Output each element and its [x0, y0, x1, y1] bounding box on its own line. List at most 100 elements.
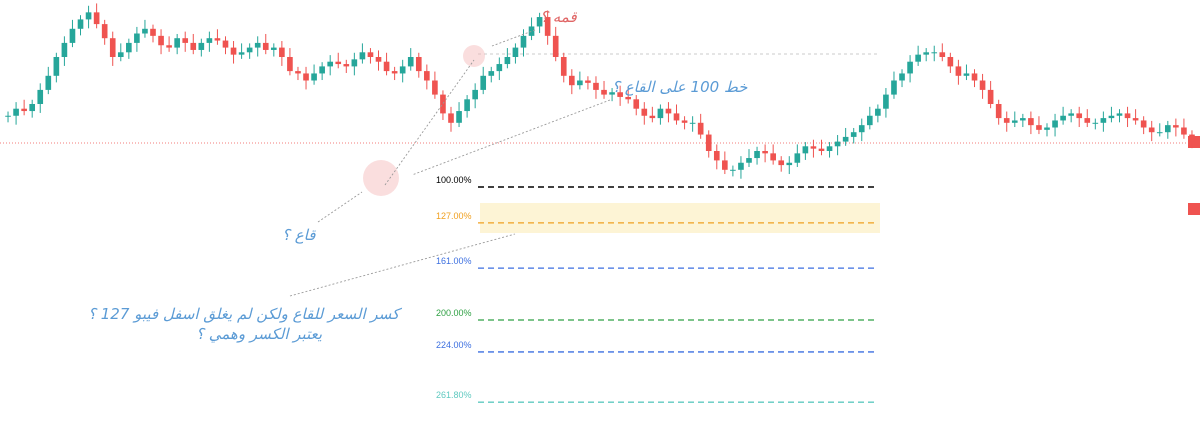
- candle-body: [1181, 127, 1187, 135]
- candle-body: [1076, 113, 1083, 119]
- candle-body: [1084, 118, 1091, 123]
- candle-body: [947, 57, 954, 67]
- candle-body: [673, 113, 680, 121]
- candle-body: [1173, 125, 1179, 128]
- candle-body: [568, 75, 575, 86]
- candle-body: [552, 35, 559, 57]
- candle-body: [1124, 113, 1131, 119]
- candle-body: [150, 28, 156, 36]
- candle-body: [5, 115, 11, 117]
- candle-body: [351, 59, 358, 67]
- swing-connector: [384, 59, 475, 186]
- candle-body: [45, 75, 52, 90]
- candle-body: [1044, 127, 1050, 130]
- candle-body: [21, 108, 27, 112]
- line100-annotation: خط 100 على القاع ؟: [612, 78, 748, 96]
- candle-body: [1116, 113, 1123, 116]
- candle-body: [657, 108, 664, 119]
- candle-body: [722, 160, 728, 170]
- candle-body: [544, 17, 551, 36]
- candle-body: [319, 66, 325, 74]
- candle-body: [174, 38, 180, 48]
- candle-body: [1132, 118, 1139, 121]
- break-annotation-line2: يعتبر الكسر وهمي ؟: [196, 325, 323, 343]
- candle-body: [738, 162, 744, 170]
- candle-body: [818, 148, 825, 151]
- candle-body: [1036, 125, 1042, 130]
- candle-body: [61, 42, 68, 57]
- candle-body: [585, 80, 591, 83]
- line100-pointer: [411, 99, 611, 176]
- candle-body: [29, 104, 36, 112]
- candle-body: [907, 61, 913, 74]
- candle-body: [13, 108, 19, 116]
- candle-body: [971, 73, 978, 81]
- candle-body: [359, 52, 366, 60]
- peak-pointer: [491, 29, 536, 47]
- candle-body: [85, 12, 92, 20]
- candle-body: [786, 162, 793, 166]
- candle-body: [504, 57, 511, 65]
- candle-body: [689, 122, 696, 124]
- fib-levels: 100.00% 127.00% 161.00% 200.00% 224.00% 261.8…: [436, 175, 876, 403]
- candle-body: [858, 125, 865, 133]
- candle-body: [609, 92, 615, 95]
- candle-body: [440, 94, 446, 114]
- candle-body: [866, 115, 873, 126]
- candle-body: [287, 57, 293, 72]
- peak-annotation: قمه ؟: [540, 8, 577, 26]
- candle-body: [69, 28, 76, 43]
- candle-body: [1140, 120, 1147, 128]
- candle-body: [875, 108, 881, 116]
- candle-body: [1189, 134, 1195, 142]
- candle-body: [915, 54, 921, 62]
- candle-body: [617, 92, 623, 97]
- candle-body: [979, 80, 986, 90]
- candle-body: [601, 89, 607, 95]
- candle-body: [528, 26, 535, 36]
- candle-body: [375, 57, 382, 62]
- candle-body: [955, 66, 962, 76]
- fib-label-127.00%: 127.00%: [436, 211, 472, 221]
- candle-body: [730, 169, 736, 171]
- candle-body: [842, 136, 849, 142]
- candle-body: [810, 146, 817, 149]
- candle-body: [279, 47, 285, 57]
- candle-body: [746, 158, 752, 163]
- candle-body: [424, 71, 430, 81]
- candle-body: [246, 47, 253, 53]
- fib-label-100.00%: 100.00%: [436, 175, 472, 185]
- candle-body: [142, 28, 148, 34]
- candle-body: [190, 42, 197, 50]
- candle-body: [182, 38, 189, 43]
- price-marker-2: [1188, 203, 1200, 215]
- candle-body: [134, 33, 140, 43]
- candle-body: [778, 160, 785, 166]
- fib-label-261.80%: 261.80%: [436, 390, 472, 400]
- candle-body: [311, 73, 317, 81]
- candle-body: [1052, 120, 1058, 128]
- candle-body: [963, 73, 970, 76]
- candle-body: [1011, 120, 1018, 123]
- candle-body: [126, 42, 132, 53]
- candle-body: [713, 151, 720, 161]
- candle-body: [270, 47, 277, 50]
- candle-body: [1156, 132, 1163, 134]
- candle-body: [560, 57, 567, 76]
- trough-pointer: [317, 191, 363, 223]
- candle-body: [415, 57, 422, 72]
- reference-lines: [0, 53, 1200, 215]
- candle-body: [891, 80, 897, 95]
- candles: [5, 3, 1195, 179]
- candle-body: [262, 42, 269, 50]
- candle-body: [577, 80, 583, 86]
- candle-body: [53, 57, 60, 76]
- candle-body: [1003, 118, 1010, 123]
- candle-body: [206, 38, 213, 43]
- candle-body: [158, 35, 164, 46]
- candle-body: [520, 35, 527, 48]
- candle-body: [166, 45, 172, 48]
- candle-body: [754, 151, 760, 159]
- candle-body: [383, 61, 390, 72]
- candle-body: [850, 132, 857, 137]
